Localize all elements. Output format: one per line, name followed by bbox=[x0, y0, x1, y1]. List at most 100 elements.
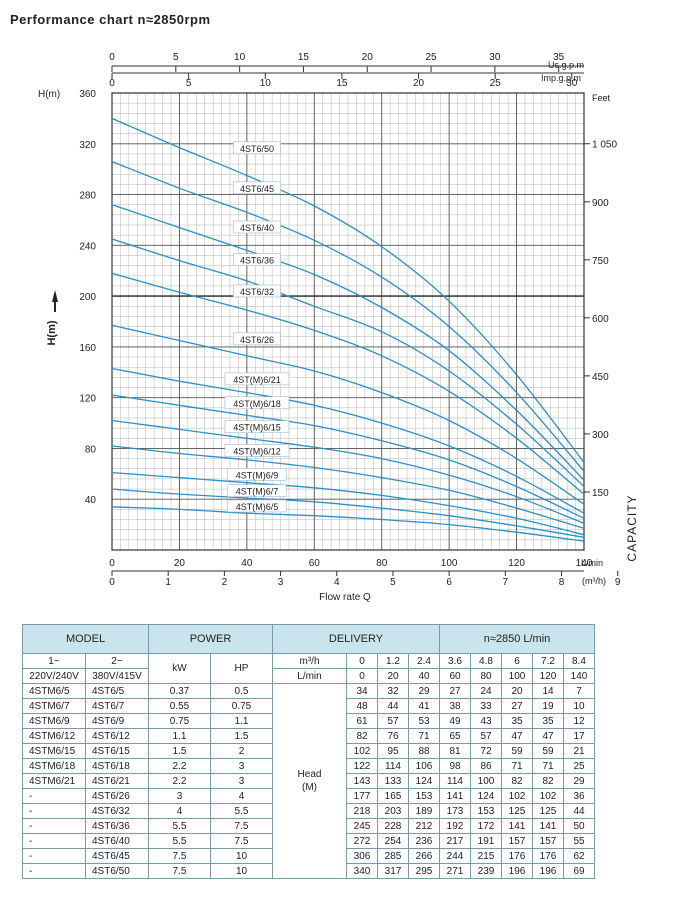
head-value: 34 bbox=[346, 683, 378, 699]
m3h-tick-label: 6 bbox=[446, 577, 452, 588]
head-value: 33 bbox=[470, 698, 502, 714]
lpm-tick-label: 120 bbox=[508, 558, 525, 569]
curve-label: 4ST(M)6/12 bbox=[233, 446, 281, 456]
head-value: 271 bbox=[439, 863, 471, 879]
curve-4st6-40 bbox=[111, 204, 585, 481]
lmin-value: 60 bbox=[439, 668, 471, 684]
m3h-value: 7.2 bbox=[532, 653, 564, 669]
power-kw: 2.2 bbox=[148, 758, 211, 774]
head-value: 81 bbox=[439, 743, 471, 759]
head-value: 114 bbox=[439, 773, 471, 789]
head-value: 141 bbox=[439, 788, 471, 804]
col2-top: 2~ bbox=[85, 653, 149, 669]
head-value: 102 bbox=[532, 788, 564, 804]
curve-label-box bbox=[227, 468, 287, 481]
curve-label: 4ST6/36 bbox=[240, 256, 274, 266]
head-value: 340 bbox=[346, 863, 378, 879]
head-label: Head bbox=[297, 769, 322, 780]
feet-tick-label: 900 bbox=[592, 198, 609, 209]
m3h-value: 2.4 bbox=[408, 653, 440, 669]
y-axis-top-label: H(m) bbox=[38, 89, 60, 100]
head-value: 176 bbox=[532, 848, 564, 864]
speed-label: n≈2850 L/min bbox=[439, 624, 595, 654]
head-value: 141 bbox=[501, 818, 533, 834]
head-value: 12 bbox=[563, 713, 595, 729]
curve-label-box bbox=[233, 220, 281, 234]
m3h-value: 1.2 bbox=[377, 653, 409, 669]
y-axis-label: H(m) bbox=[46, 320, 58, 345]
m3h-unit: (m³/h) bbox=[582, 576, 606, 586]
model-1phase: - bbox=[22, 863, 86, 879]
head-value: 82 bbox=[346, 728, 378, 744]
head-value: 245 bbox=[346, 818, 378, 834]
head-value: 215 bbox=[470, 848, 502, 864]
feet-tick-label: 600 bbox=[592, 314, 609, 325]
lpm-unit: L/min bbox=[581, 558, 603, 568]
m3h-tick-label: 1 bbox=[165, 577, 171, 588]
y-tick-label: 280 bbox=[79, 191, 96, 202]
head-value: 17 bbox=[563, 728, 595, 744]
usgpm-unit: Us.g.p.m bbox=[548, 60, 584, 70]
model-1phase: 4STM6/21 bbox=[22, 773, 86, 789]
impgpm-tick-label: 25 bbox=[490, 78, 502, 89]
head-value: 157 bbox=[501, 833, 533, 849]
curve-4st6-45 bbox=[111, 160, 585, 472]
curve-4st6-36 bbox=[111, 238, 585, 487]
power-hp: 2 bbox=[210, 743, 273, 759]
head-value: 100 bbox=[470, 773, 502, 789]
usgpm-tick-label: 25 bbox=[425, 52, 437, 63]
lmin-value: 80 bbox=[470, 668, 502, 684]
usgpm-tick-label: 5 bbox=[173, 52, 179, 63]
power-hp: 10 bbox=[210, 848, 273, 864]
power-kw: 0.37 bbox=[148, 683, 211, 699]
m3h-value: 6 bbox=[501, 653, 533, 669]
head-value: 306 bbox=[346, 848, 378, 864]
spec-table: MODEL POWER DELIVERY n≈2850 L/min 1~ 2~ kW HP m³… bbox=[22, 624, 595, 879]
head-value: 191 bbox=[470, 833, 502, 849]
curve-label: 4ST(M)6/9 bbox=[236, 470, 279, 480]
head-value: 25 bbox=[563, 758, 595, 774]
kw-header: kW bbox=[148, 653, 211, 684]
usgpm-tick-label: 0 bbox=[109, 52, 115, 63]
head-value: 82 bbox=[501, 773, 533, 789]
curve-4st6-50 bbox=[111, 117, 585, 463]
power-kw: 1.1 bbox=[148, 728, 211, 744]
power-hp: 3 bbox=[210, 758, 273, 774]
power-hp: 1.1 bbox=[210, 713, 273, 729]
head-value: 57 bbox=[377, 713, 409, 729]
hp-header: HP bbox=[210, 653, 273, 684]
head-value: 53 bbox=[408, 713, 440, 729]
table-row: -4ST6/50 7.5 10 340 317 295 271 239 196 196 69 bbox=[22, 863, 595, 879]
curve-label-box bbox=[233, 181, 281, 195]
power-kw: 4 bbox=[148, 803, 211, 819]
head-value: 266 bbox=[408, 848, 440, 864]
curve-4st6-26 bbox=[111, 324, 585, 505]
y-tick-label: 320 bbox=[79, 140, 96, 151]
head-value: 86 bbox=[470, 758, 502, 774]
head-value: 47 bbox=[501, 728, 533, 744]
capacity-label: CAPACITY bbox=[625, 494, 639, 561]
head-value: 176 bbox=[501, 848, 533, 864]
model-3phase: 4ST6/18 bbox=[85, 758, 149, 774]
head-value: 82 bbox=[532, 773, 564, 789]
head-value: 27 bbox=[439, 683, 471, 699]
lpm-tick-label: 80 bbox=[376, 558, 388, 569]
y-tick-label: 200 bbox=[79, 292, 96, 303]
model-header: MODEL bbox=[22, 624, 149, 654]
feet-tick-label: 450 bbox=[592, 372, 609, 383]
table-row: 4STM6/7 4ST6/7 0.55 0.75 48 44 41 38 33 27 19 10 bbox=[22, 698, 595, 714]
head-value: 27 bbox=[501, 698, 533, 714]
usgpm-tick-label: 20 bbox=[362, 52, 374, 63]
head-value: 196 bbox=[532, 863, 564, 879]
head-value: 50 bbox=[563, 818, 595, 834]
power-kw: 5.5 bbox=[148, 833, 211, 849]
m3h-value: 3.6 bbox=[439, 653, 471, 669]
plot-frame bbox=[111, 92, 585, 551]
head-value: 106 bbox=[408, 758, 440, 774]
head-value: 217 bbox=[439, 833, 471, 849]
head-value: 36 bbox=[563, 788, 595, 804]
head-value: 295 bbox=[408, 863, 440, 879]
head-value: 59 bbox=[501, 743, 533, 759]
head-value: 44 bbox=[377, 698, 409, 714]
usgpm-tick-label: 10 bbox=[234, 52, 246, 63]
